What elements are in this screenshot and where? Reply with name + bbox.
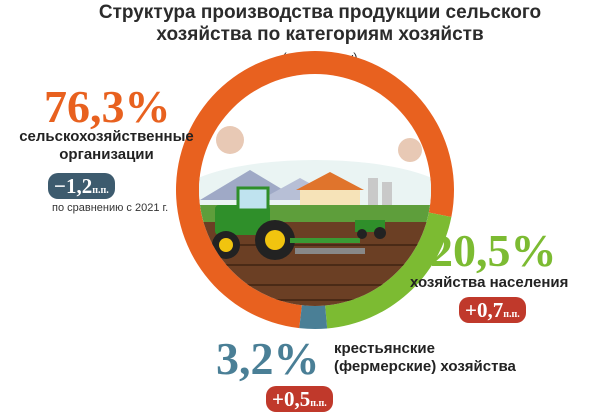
- unit: п.п.: [92, 185, 109, 196]
- sign: +: [465, 298, 477, 322]
- category-text: сельскохозяйственные организации: [19, 128, 194, 163]
- change-badge-households: +0,7п.п.: [459, 297, 526, 323]
- unit: п.п.: [310, 398, 327, 409]
- value-label-households: 20,5%: [430, 225, 557, 276]
- value-label-organizations: 76,3%: [44, 81, 171, 132]
- chart-title-text: Структура производства продукции сельско…: [98, 2, 542, 45]
- category-label-organizations: сельскохозяйственные организации: [4, 128, 209, 164]
- cloud-icon: [216, 126, 244, 154]
- sign: +: [272, 387, 284, 411]
- tractor-icon: [212, 186, 365, 260]
- chart-title: Структура производства продукции сельско…: [20, 2, 600, 46]
- farm-illustration: [199, 74, 431, 306]
- change-badge-farms: +0,5п.п.: [266, 386, 333, 412]
- farmhouse: [300, 188, 360, 210]
- sign: −: [54, 174, 66, 198]
- comparison-note: по сравнению с 2021 г.: [52, 202, 169, 214]
- unit: п.п.: [503, 309, 520, 320]
- slice-households: [324, 212, 452, 329]
- value-label-farms: 3,2%: [216, 333, 320, 384]
- change-badge-organizations: −1,2п.п.: [48, 173, 115, 199]
- category-label-farms: крестьянские (фермерские) хозяйства: [334, 340, 516, 375]
- category-label-households: хозяйства населения: [410, 274, 569, 291]
- small-tractor-icon: [355, 220, 386, 239]
- cloud-icon: [398, 138, 422, 162]
- slice-farms: [299, 303, 328, 329]
- change-value: 0,7: [476, 298, 504, 322]
- change-value: 0,5: [283, 387, 311, 411]
- change-value: 1,2: [65, 174, 93, 198]
